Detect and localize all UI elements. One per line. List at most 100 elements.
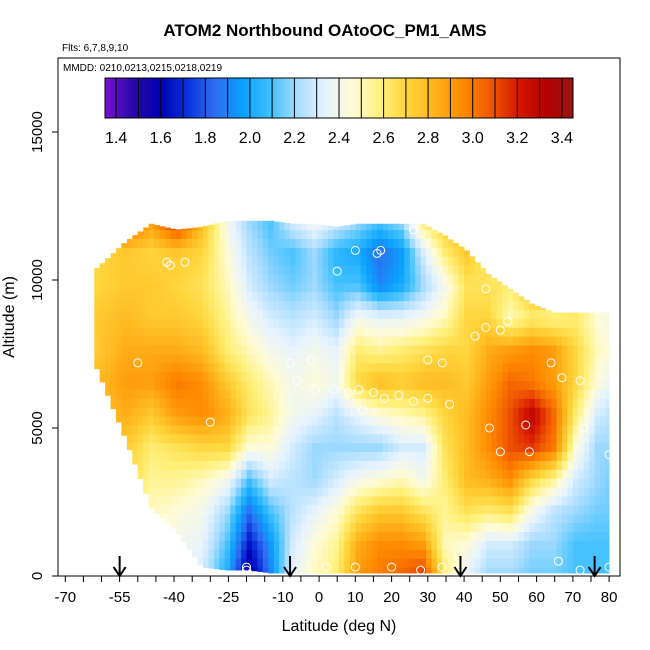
heatmap-cell bbox=[409, 223, 416, 231]
heatmap-cell bbox=[208, 224, 215, 231]
heatmap-cell bbox=[523, 469, 530, 479]
heatmap-cell bbox=[551, 460, 557, 470]
colorbar-swatch bbox=[532, 78, 536, 118]
colorbar-swatch bbox=[567, 78, 571, 118]
heatmap-cell bbox=[219, 451, 226, 461]
heatmap-cell bbox=[175, 327, 182, 337]
heatmap-cell bbox=[545, 345, 552, 355]
heatmap-cell bbox=[507, 291, 514, 302]
heatmap-cell bbox=[540, 318, 547, 328]
heatmap-cell bbox=[513, 567, 519, 574]
heatmap-cell bbox=[496, 327, 503, 337]
heatmap-cell bbox=[295, 425, 302, 435]
heatmap-cell bbox=[126, 318, 133, 328]
heatmap-cell bbox=[246, 425, 253, 435]
heatmap-cell bbox=[251, 540, 258, 550]
heatmap-cell bbox=[317, 460, 324, 470]
heatmap-cell bbox=[360, 487, 367, 497]
heatmap-cell bbox=[246, 354, 253, 364]
heatmap-cell bbox=[295, 238, 302, 248]
heatmap-cell bbox=[409, 522, 416, 532]
heatmap-cell bbox=[480, 504, 487, 515]
heatmap-cell bbox=[159, 300, 166, 310]
heatmap-cell bbox=[534, 362, 541, 373]
heatmap-cell bbox=[507, 371, 514, 382]
heatmap-cell bbox=[224, 274, 231, 284]
colorbar-swatch bbox=[219, 78, 223, 118]
heatmap-cell bbox=[355, 371, 362, 382]
heatmap-cell bbox=[458, 318, 465, 328]
heatmap-cell bbox=[393, 327, 400, 337]
heatmap-cell bbox=[262, 265, 269, 275]
heatmap-cell bbox=[284, 282, 291, 293]
heatmap-cell bbox=[589, 312, 596, 319]
heatmap-cell bbox=[474, 398, 481, 408]
heatmap-cell bbox=[306, 318, 313, 328]
heatmap-layer bbox=[94, 220, 610, 574]
heatmap-cell bbox=[300, 442, 307, 453]
heatmap-cell bbox=[246, 291, 253, 302]
heatmap-cell bbox=[578, 345, 585, 355]
observation-point bbox=[437, 562, 447, 572]
heatmap-cell bbox=[426, 336, 432, 346]
heatmap-cell bbox=[241, 398, 247, 408]
heatmap-cell bbox=[589, 336, 596, 346]
heatmap-cell bbox=[257, 318, 264, 328]
heatmap-cell bbox=[110, 291, 117, 302]
heatmap-cell bbox=[251, 433, 258, 444]
heatmap-cell bbox=[306, 282, 313, 293]
heatmap-cell bbox=[513, 380, 519, 390]
heatmap-cell bbox=[143, 274, 150, 284]
heatmap-cell bbox=[366, 371, 373, 382]
heatmap-cell bbox=[518, 407, 525, 417]
heatmap-cell bbox=[328, 282, 334, 293]
heatmap-cell bbox=[192, 442, 198, 453]
heatmap-cell bbox=[213, 425, 220, 435]
heatmap-cell bbox=[387, 549, 394, 559]
heatmap-cell bbox=[382, 407, 389, 417]
heatmap-cell bbox=[578, 425, 585, 435]
heatmap-cell bbox=[589, 567, 596, 574]
heatmap-cell bbox=[480, 522, 487, 532]
heatmap-cell bbox=[534, 469, 541, 479]
heatmap-cell bbox=[594, 478, 601, 488]
heatmap-cell bbox=[143, 460, 150, 470]
heatmap-cell bbox=[99, 274, 106, 284]
heatmap-cell bbox=[415, 318, 421, 328]
heatmap-cell bbox=[431, 442, 438, 453]
heatmap-cell bbox=[567, 496, 574, 506]
heatmap-cell bbox=[469, 487, 476, 497]
heatmap-cell bbox=[295, 549, 302, 559]
heatmap-cell bbox=[257, 256, 264, 266]
heatmap-cell bbox=[382, 416, 389, 426]
heatmap-cell bbox=[600, 318, 606, 328]
heatmap-cell bbox=[377, 265, 383, 275]
heatmap-cell bbox=[464, 380, 470, 390]
heatmap-cell bbox=[534, 336, 541, 346]
heatmap-cell bbox=[219, 487, 226, 497]
heatmap-cell bbox=[213, 460, 220, 470]
heatmap-cell bbox=[355, 256, 362, 266]
heatmap-cell bbox=[164, 416, 171, 426]
heatmap-cell bbox=[371, 309, 378, 319]
heatmap-cell bbox=[360, 478, 367, 488]
heatmap-cell bbox=[360, 567, 367, 574]
heatmap-cell bbox=[382, 300, 389, 310]
heatmap-cell bbox=[371, 389, 378, 399]
heatmap-cell bbox=[523, 336, 530, 346]
heatmap-cell bbox=[523, 425, 530, 435]
heatmap-cell bbox=[426, 469, 432, 479]
heatmap-cell bbox=[485, 291, 492, 302]
heatmap-cell bbox=[181, 398, 188, 408]
heatmap-cell bbox=[273, 229, 280, 239]
heatmap-cell bbox=[523, 513, 530, 524]
heatmap-cell bbox=[121, 309, 128, 319]
heatmap-cell bbox=[300, 522, 307, 532]
heatmap-cell bbox=[420, 398, 427, 408]
heatmap-cell bbox=[251, 274, 258, 284]
heatmap-cell bbox=[377, 291, 383, 302]
heatmap-cell bbox=[507, 425, 514, 435]
heatmap-cell bbox=[491, 309, 498, 319]
heatmap-cell bbox=[426, 291, 432, 302]
heatmap-cell bbox=[154, 238, 160, 248]
